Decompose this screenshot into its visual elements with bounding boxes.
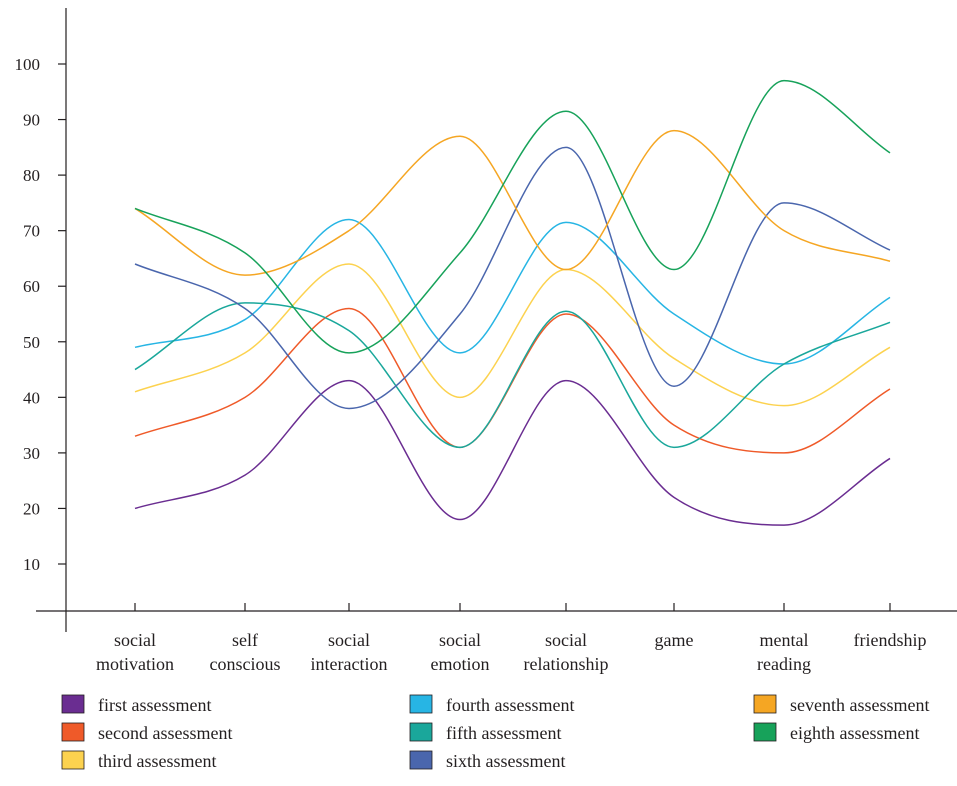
legend-label: fifth assessment: [446, 723, 561, 743]
y-tick-label: 90: [23, 111, 40, 130]
legend-item: fourth assessment: [409, 694, 574, 715]
y-tick-label: 80: [23, 166, 40, 185]
y-tick-label: 70: [23, 222, 40, 241]
x-tick-label: social motivation: [96, 630, 174, 674]
legend-item: sixth assessment: [409, 750, 566, 771]
category-labels: social motivation self conscious social inter…: [96, 603, 926, 674]
legend-label: fourth assessment: [446, 695, 574, 715]
y-tick-label: 30: [23, 444, 40, 463]
legend-item: eighth assessment: [753, 722, 919, 743]
legend-swatch: [753, 722, 777, 742]
y-tick-label: 60: [23, 277, 40, 296]
legend-swatch: [61, 694, 85, 714]
legend-label: eighth assessment: [790, 723, 919, 743]
x-tick-label: friendship: [854, 630, 927, 650]
series-layer: [134, 79, 891, 526]
legend: first assessment second assessment third a…: [61, 694, 929, 771]
legend-item: third assessment: [61, 750, 217, 771]
series-line-3: [134, 263, 891, 407]
x-tick-label: mental reading: [757, 630, 811, 674]
x-tick-label: self conscious: [210, 630, 281, 674]
y-tick-label: 10: [23, 555, 40, 574]
y-tick-label: 20: [23, 499, 40, 518]
legend-swatch: [61, 750, 85, 770]
legend-item: seventh assessment: [753, 694, 929, 715]
legend-swatch: [409, 750, 433, 770]
series-line-4: [134, 218, 891, 365]
legend-label: first assessment: [98, 695, 211, 715]
legend-item: first assessment: [61, 694, 211, 715]
legend-item: fifth assessment: [409, 722, 561, 743]
series-line-5: [134, 302, 891, 449]
legend-label: second assessment: [98, 723, 232, 743]
x-tick-label: social emotion: [431, 630, 490, 674]
series-line-1: [134, 379, 891, 526]
x-tick-label: game: [655, 630, 694, 650]
y-tick-label: 100: [15, 55, 41, 74]
series-line-6: [134, 146, 891, 410]
y-tick-label: 40: [23, 388, 40, 407]
y-tick-label: 50: [23, 333, 40, 352]
x-tick-label: social interaction: [311, 630, 388, 674]
axes: 10 20 30 40 50 60 70 80 90 100: [15, 8, 957, 632]
legend-label: third assessment: [98, 751, 217, 771]
legend-label: seventh assessment: [790, 695, 929, 715]
legend-label: sixth assessment: [446, 751, 566, 771]
legend-swatch: [409, 722, 433, 742]
legend-item: second assessment: [61, 722, 232, 743]
series-line-7: [134, 129, 891, 276]
legend-swatch: [61, 722, 85, 742]
legend-swatch: [753, 694, 777, 714]
legend-swatch: [409, 694, 433, 714]
x-tick-label: social relationship: [524, 630, 609, 674]
series-line-8: [134, 79, 891, 354]
